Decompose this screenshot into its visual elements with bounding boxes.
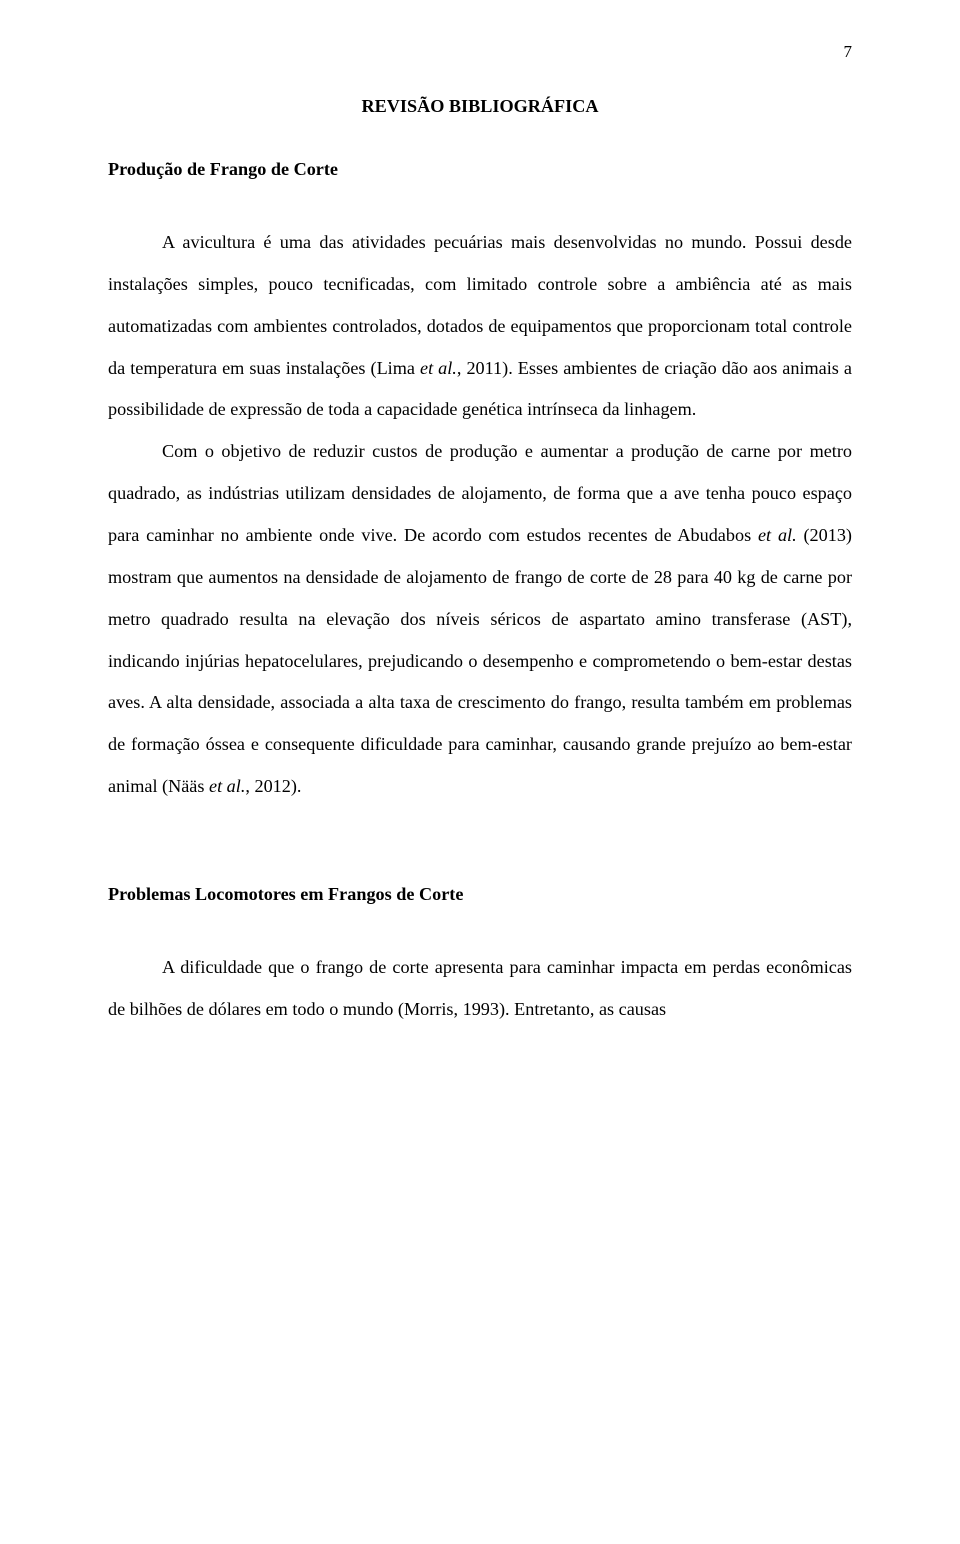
subheading-producao: Produção de Frango de Corte [108, 159, 852, 180]
page-number: 7 [844, 42, 853, 62]
para2-italic-etal-1: et al. [758, 525, 797, 545]
subheading-problemas: Problemas Locomotores em Frangos de Cort… [108, 884, 852, 905]
para1-text-a: A avicultura é uma das atividades pecuár… [108, 232, 852, 378]
paragraph-1: A avicultura é uma das atividades pecuár… [108, 222, 852, 431]
para2-text-a: Com o objetivo de reduzir custos de prod… [108, 441, 852, 545]
paragraph-3: A dificuldade que o frango de corte apre… [108, 947, 852, 1031]
para2-text-b: (2013) mostram que aumentos na densidade… [108, 525, 852, 796]
paragraph-2: Com o objetivo de reduzir custos de prod… [108, 431, 852, 808]
para1-italic-etal-1: et al. [420, 358, 457, 378]
spacer [108, 808, 852, 846]
para2-italic-etal-2: et al. [209, 776, 245, 796]
section-title: REVISÃO BIBLIOGRÁFICA [108, 96, 852, 117]
para2-text-c: , 2012). [245, 776, 301, 796]
page: 7 REVISÃO BIBLIOGRÁFICA Produção de Fran… [0, 0, 960, 1544]
